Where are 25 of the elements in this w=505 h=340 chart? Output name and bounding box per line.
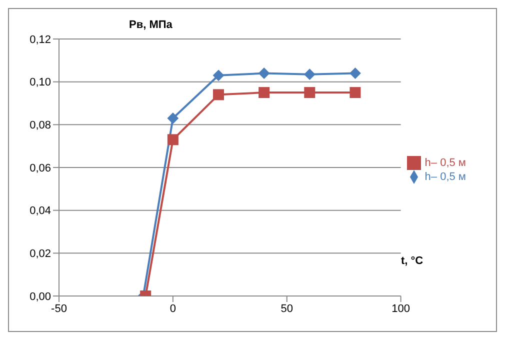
legend-label: h– 0,5 м (424, 156, 466, 169)
point (213, 89, 224, 100)
y-tick-label: 0,10 (30, 76, 51, 89)
y-tick-label: 0,04 (30, 205, 51, 218)
x-axis-title: t, °C (401, 255, 424, 267)
point (258, 87, 270, 98)
point (167, 112, 178, 124)
legend-label: h– 0,5 м (424, 170, 466, 183)
point (304, 87, 316, 98)
point (304, 68, 316, 80)
x-tick-label: 100 (392, 302, 410, 315)
point (350, 87, 361, 98)
y-tick-label: 0,12 (30, 34, 51, 46)
y-tick-label: 0,00 (30, 290, 51, 303)
y-tick-label: 0,06 (30, 162, 51, 174)
y-tick-label: 0,02 (30, 248, 51, 260)
x-tick-label: 0 (170, 302, 176, 315)
point (167, 134, 178, 146)
point (350, 68, 361, 79)
y-axis-title: Pв, МПа (129, 19, 172, 31)
x-tick-label: -50 (51, 302, 67, 315)
point (258, 68, 270, 79)
x-tick-label: 50 (280, 302, 293, 315)
y-tick-label: 0,08 (30, 120, 51, 132)
point (213, 70, 224, 81)
